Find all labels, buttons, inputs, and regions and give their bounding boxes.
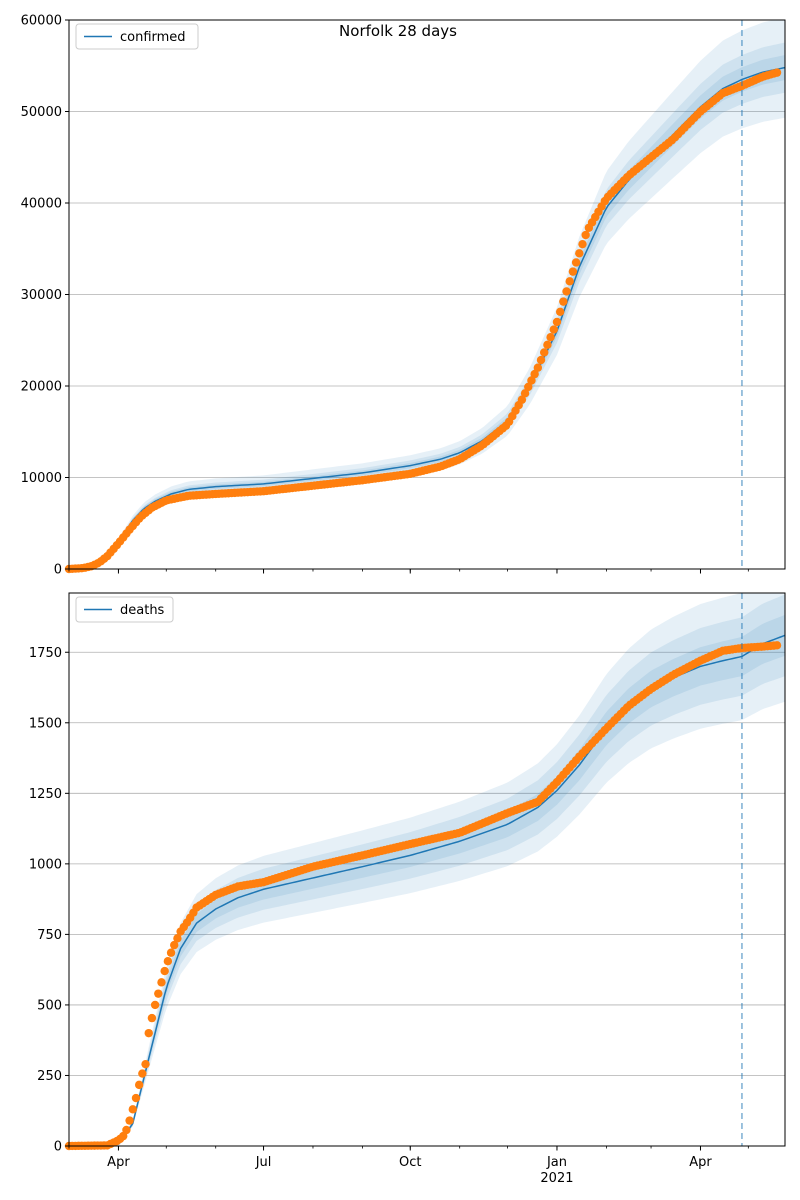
observed-point [147,1013,157,1023]
observed-point [552,317,562,327]
observed-point [772,68,782,77]
observed-point [150,1000,160,1010]
y-tick-label: 250 [37,1069,62,1084]
legend: deaths [75,596,174,623]
observed-point [568,267,578,276]
observed-point [122,1125,131,1135]
observed-point [524,382,533,392]
y-tick-label: 750 [37,928,62,943]
observed-point [549,325,558,334]
observed-point [555,307,565,316]
y-tick-label: 60000 [21,14,62,29]
x-tick-label: Jan [546,1155,567,1170]
observed-point [533,363,543,372]
y-tick-label: 0 [54,1140,62,1155]
y-tick-label: 40000 [21,197,62,212]
legend-label: deaths [120,603,165,618]
observed-point [144,1028,153,1038]
observed-point [166,948,176,957]
credible-band-mid [69,42,785,570]
observed-point [578,239,587,249]
observed-point [131,1093,141,1103]
x-year-label: 2021 [540,1171,573,1186]
legend: confirmed [75,23,199,50]
observed-point [138,1069,147,1078]
observed-point [157,978,166,987]
observed-point [520,389,530,398]
observed-point [163,956,173,966]
observed-point [559,297,568,306]
observed-point [128,1105,137,1114]
y-tick-label: 500 [37,998,62,1013]
observed-point [546,333,555,342]
observed-point [540,348,549,357]
observed-point [134,1080,144,1090]
y-tick-label: 10000 [21,471,62,486]
observed-point [173,934,182,943]
y-tick-label: 50000 [21,105,62,120]
legend-box [75,596,174,623]
observed-point [160,966,169,976]
observed-point [543,340,552,350]
confirmed-panel: 0 10000 20000 30000 40000 50000 60000 confirmed [21,14,786,578]
x-tick-label: Jul [255,1155,272,1170]
observed-point [562,287,571,296]
observed-point [536,355,546,365]
observed-point [575,249,584,258]
y-tick-label: 30000 [21,288,62,303]
x-tick-label: Apr [107,1155,130,1170]
y-tick-label: 1250 [29,787,62,802]
plot-frame [68,592,786,1147]
legend-box [75,23,199,50]
observed-point [530,369,539,379]
credible-band-inner [69,55,785,570]
y-tick-label: 1750 [29,646,62,661]
y-tick-label: 20000 [21,380,62,395]
observed-point [571,258,581,267]
observed-point [565,277,574,286]
deaths-panel: 0 250 500 750 1000 1250 1500 1750 Apr Jul Oct Jan Ap… [29,592,786,1186]
y-tick-label: 1000 [29,857,62,872]
y-tick-label: 0 [54,563,62,578]
observed-point [170,940,179,950]
observed-point [141,1059,150,1069]
observed-point [125,1116,134,1125]
observed-point [517,395,527,404]
legend-label: confirmed [120,30,186,45]
observed-point [154,989,163,998]
x-tick-label: Apr [689,1155,712,1170]
y-tick-label: 1500 [29,716,62,731]
x-tick-label: Oct [399,1155,421,1170]
observed-point [772,641,782,650]
chart-title: Norfolk 28 days [339,22,457,40]
observed-point [581,230,590,240]
observed-point [527,376,536,385]
